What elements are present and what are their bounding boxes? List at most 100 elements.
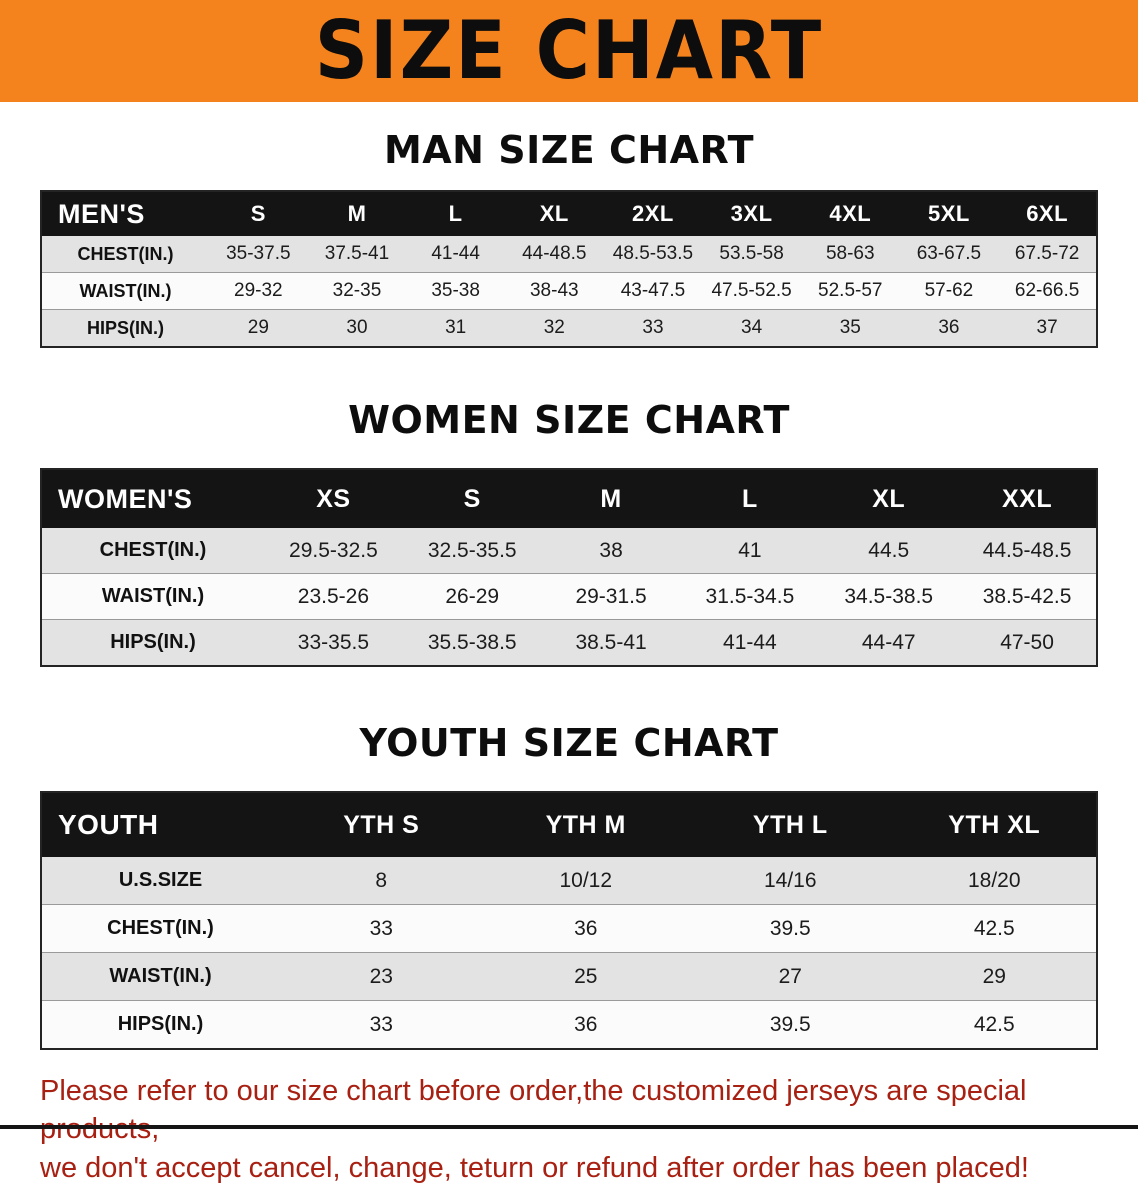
bottom-divider (0, 1125, 1138, 1129)
size-column-header: 3XL (702, 191, 801, 236)
size-column-header: XL (504, 191, 604, 236)
size-value: 23.5-26 (264, 573, 403, 620)
size-value: 29.5-32.5 (264, 528, 403, 574)
measurement-label: CHEST(IN.) (41, 904, 279, 953)
size-value: 14/16 (688, 857, 893, 905)
size-value: 37 (998, 309, 1097, 348)
youth-size-table: YOUTH YTH S YTH M YTH L YTH XL U.S.SIZE 8 10/12… (40, 791, 1098, 1050)
notice-line-1: Please refer to our size chart before or… (40, 1075, 1027, 1146)
size-value: 31 (406, 309, 505, 348)
size-column-header: YTH S (279, 792, 484, 857)
size-value: 30 (307, 309, 407, 348)
table-row: HIPS(IN.) 29 30 31 32 33 34 35 36 37 (41, 309, 1097, 348)
size-column-header: L (680, 469, 820, 528)
size-column-header: XS (264, 469, 403, 528)
size-value: 47.5-52.5 (702, 272, 801, 310)
size-value: 36 (899, 309, 999, 348)
size-value: 63-67.5 (899, 236, 999, 273)
size-value: 44-48.5 (504, 236, 604, 273)
size-value: 53.5-58 (702, 236, 801, 273)
size-value: 29-32 (209, 272, 308, 310)
size-value: 41 (680, 528, 820, 574)
size-value: 42.5 (892, 1000, 1097, 1050)
size-column-header: S (209, 191, 308, 236)
size-column-header: YTH L (688, 792, 893, 857)
size-value: 26-29 (402, 573, 542, 620)
measurement-label: WAIST(IN.) (41, 573, 264, 620)
size-column-header: 5XL (899, 191, 999, 236)
size-column-header: L (406, 191, 505, 236)
measurement-label: HIPS(IN.) (41, 619, 264, 667)
size-value: 32.5-35.5 (402, 528, 542, 574)
size-column-header: XXL (958, 469, 1097, 528)
size-column-header: M (307, 191, 407, 236)
size-value: 32-35 (307, 272, 407, 310)
size-value: 18/20 (892, 857, 1097, 905)
measurement-label: HIPS(IN.) (41, 1000, 279, 1050)
size-column-header: YTH M (483, 792, 688, 857)
size-value: 23 (279, 952, 484, 1001)
size-value: 35 (800, 309, 900, 348)
size-value: 25 (483, 952, 688, 1001)
size-value: 41-44 (680, 619, 820, 667)
table-title-cell: YOUTH (41, 792, 279, 857)
size-value: 44.5 (819, 528, 959, 574)
men-section-heading: MAN SIZE CHART (383, 128, 755, 172)
size-value: 38 (541, 528, 681, 574)
size-value: 38-43 (504, 272, 604, 310)
size-value: 37.5-41 (307, 236, 407, 273)
measurement-label: WAIST(IN.) (41, 952, 279, 1001)
size-value: 42.5 (892, 904, 1097, 953)
measurement-label: U.S.SIZE (41, 857, 279, 905)
size-value: 35-38 (406, 272, 505, 310)
size-value: 33 (603, 309, 703, 348)
table-header-row: YOUTH YTH S YTH M YTH L YTH XL (41, 792, 1097, 857)
youth-section: YOUTH SIZE CHART YOUTH YTH S YTH M YTH L YTH… (0, 721, 1138, 1050)
table-row: WAIST(IN.) 23 25 27 29 (41, 952, 1097, 1001)
size-value: 33 (279, 904, 484, 953)
table-row: CHEST(IN.) 35-37.5 37.5-41 41-44 44-48.5 48.5… (41, 236, 1097, 273)
women-size-table: WOMEN'S XS S M L XL XXL CHEST(IN.) 29.5-32.5 32.5… (40, 468, 1098, 667)
measurement-label: CHEST(IN.) (41, 528, 264, 574)
table-row: WAIST(IN.) 29-32 32-35 35-38 38-43 43-47.5 47.… (41, 272, 1097, 310)
table-row: HIPS(IN.) 33 36 39.5 42.5 (41, 1000, 1097, 1050)
size-value: 44-47 (819, 619, 959, 667)
notice-line-2: we don't accept cancel, change, teturn o… (40, 1151, 1029, 1184)
size-value: 36 (483, 904, 688, 953)
size-value: 34.5-38.5 (819, 573, 959, 620)
size-value: 47-50 (958, 619, 1097, 667)
size-column-header: M (541, 469, 681, 528)
order-notice: Please refer to our size chart before or… (40, 1072, 1098, 1187)
size-value: 29 (892, 952, 1097, 1001)
size-value: 34 (702, 309, 801, 348)
size-column-header: 4XL (800, 191, 900, 236)
size-value: 48.5-53.5 (603, 236, 703, 273)
table-row: U.S.SIZE 8 10/12 14/16 18/20 (41, 857, 1097, 905)
table-header-row: MEN'S S M L XL 2XL 3XL 4XL 5XL 6XL (41, 191, 1097, 236)
size-value: 39.5 (688, 904, 893, 953)
size-column-header: XL (819, 469, 959, 528)
size-value: 39.5 (688, 1000, 893, 1050)
size-value: 8 (279, 857, 484, 905)
size-value: 32 (504, 309, 604, 348)
page-title: SIZE CHART (314, 4, 824, 98)
size-value: 31.5-34.5 (680, 573, 820, 620)
size-value: 57-62 (899, 272, 999, 310)
size-value: 67.5-72 (998, 236, 1097, 273)
table-header-row: WOMEN'S XS S M L XL XXL (41, 469, 1097, 528)
women-section: WOMEN SIZE CHART WOMEN'S XS S M L XL XXL CHEST(… (0, 398, 1138, 667)
size-value: 36 (483, 1000, 688, 1050)
size-value: 43-47.5 (603, 272, 703, 310)
size-value: 33-35.5 (264, 619, 403, 667)
table-row: CHEST(IN.) 33 36 39.5 42.5 (41, 904, 1097, 953)
size-value: 62-66.5 (998, 272, 1097, 310)
banner: SIZE CHART (0, 0, 1138, 102)
men-size-table: MEN'S S M L XL 2XL 3XL 4XL 5XL 6XL CHEST(IN.) 35-37… (40, 190, 1098, 348)
size-value: 58-63 (800, 236, 900, 273)
table-title-cell: MEN'S (41, 191, 209, 236)
size-value: 10/12 (483, 857, 688, 905)
size-value: 33 (279, 1000, 484, 1050)
women-section-heading: WOMEN SIZE CHART (348, 398, 790, 442)
youth-section-heading: YOUTH SIZE CHART (359, 721, 779, 765)
